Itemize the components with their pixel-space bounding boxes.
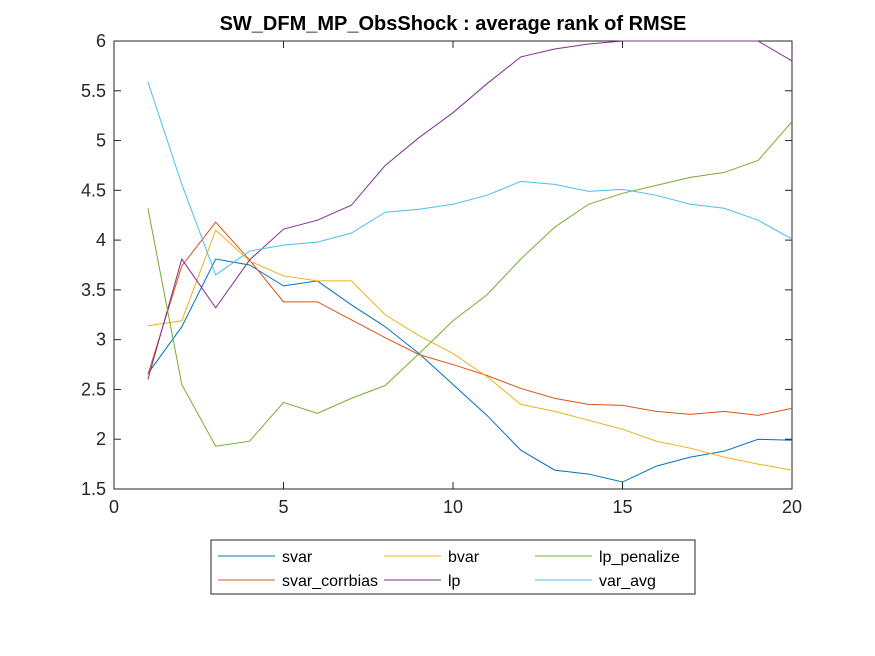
series-line-bvar — [147, 229, 793, 471]
x-tick-label: 15 — [612, 497, 632, 517]
y-tick-label: 6 — [96, 31, 106, 51]
y-tick-label: 3.5 — [81, 280, 106, 300]
legend: svar bvar lp_penalize svar_corrbias lp var_av… — [210, 539, 696, 595]
series-layer — [147, 40, 793, 483]
y-tick-label: 5.5 — [81, 81, 106, 101]
y-tick-label: 5 — [96, 131, 106, 151]
plot-area — [113, 40, 793, 490]
legend-box — [210, 539, 696, 595]
series-line-lp — [147, 40, 793, 380]
y-tick-label: 3 — [96, 330, 106, 350]
series-line-svar-corrbias — [147, 221, 793, 416]
x-tick-label: 10 — [443, 497, 463, 517]
y-tick-label: 1.5 — [81, 479, 106, 499]
x-tick-label: 20 — [782, 497, 802, 517]
x-tick-label: 0 — [109, 497, 119, 517]
y-tick-label: 2 — [96, 429, 106, 449]
series-line-svar — [147, 258, 793, 483]
legend-label-svar: svar — [282, 549, 313, 566]
y-tick-label: 2.5 — [81, 379, 106, 399]
chart-title: SW_DFM_MP_ObsShock : average rank of RMS… — [220, 13, 687, 35]
legend-label-bvar: bvar — [448, 549, 480, 566]
legend-label-lp-penalize: lp_penalize — [599, 549, 680, 566]
legend-label-lp: lp — [448, 573, 461, 590]
axes-ticks: 0 5 10 15 20 1.5 2 2.5 3 3.5 4 4.5 5 5.5 6 — [81, 31, 802, 517]
y-tick-label: 4.5 — [81, 180, 106, 200]
y-tick-label: 4 — [96, 230, 106, 250]
legend-label-var-avg: var_avg — [599, 573, 656, 590]
x-tick-label: 5 — [278, 497, 288, 517]
series-line-lp-penalize — [147, 121, 793, 447]
legend-label-svar-corrbias: svar_corrbias — [282, 573, 378, 590]
series-line-var-avg — [147, 81, 793, 276]
